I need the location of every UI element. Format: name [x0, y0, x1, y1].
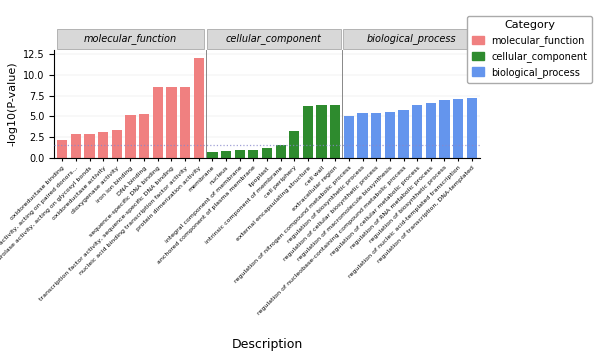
Bar — [194, 58, 204, 158]
Bar — [248, 150, 259, 158]
Text: cellular_component: cellular_component — [226, 33, 322, 44]
Bar — [398, 110, 409, 158]
Bar — [207, 152, 218, 158]
Bar — [180, 87, 190, 158]
Bar — [139, 114, 149, 158]
Bar — [316, 106, 327, 158]
Text: molecular_function: molecular_function — [84, 33, 177, 44]
Bar — [112, 130, 122, 158]
Bar — [303, 106, 313, 158]
Bar — [385, 112, 395, 158]
Bar — [262, 149, 272, 158]
Bar — [453, 99, 463, 158]
Bar — [85, 134, 95, 158]
Bar — [330, 105, 340, 158]
Bar — [412, 105, 422, 158]
Bar — [152, 87, 163, 158]
Y-axis label: -log10(P-value): -log10(P-value) — [7, 62, 17, 146]
Text: Description: Description — [232, 338, 302, 351]
Bar — [371, 113, 382, 158]
Bar — [57, 140, 67, 158]
Bar — [426, 103, 436, 158]
Bar — [358, 113, 368, 158]
Bar — [344, 116, 354, 158]
Bar — [275, 145, 286, 158]
Bar — [166, 87, 176, 158]
Bar — [439, 100, 449, 158]
Text: biological_process: biological_process — [366, 33, 456, 44]
Bar — [125, 115, 136, 158]
Bar — [289, 131, 299, 158]
Bar — [221, 151, 231, 158]
Legend: molecular_function, cellular_component, biological_process: molecular_function, cellular_component, … — [467, 16, 592, 83]
Bar — [235, 150, 245, 158]
Bar — [71, 134, 81, 158]
Bar — [467, 98, 477, 158]
Bar — [98, 132, 108, 158]
